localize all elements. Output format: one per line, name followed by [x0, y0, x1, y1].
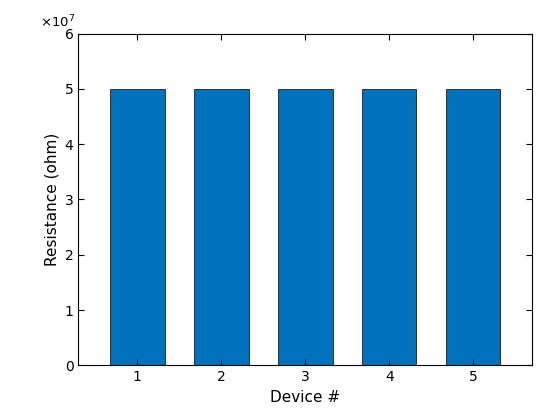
Text: $\times10^7$: $\times10^7$: [40, 14, 75, 30]
Bar: [194, 89, 249, 365]
Bar: [446, 89, 501, 365]
Y-axis label: Resistance (ohm): Resistance (ohm): [44, 133, 59, 266]
Bar: [110, 89, 165, 365]
X-axis label: Device #: Device #: [270, 390, 340, 405]
Bar: [362, 89, 417, 365]
Bar: [278, 89, 333, 365]
